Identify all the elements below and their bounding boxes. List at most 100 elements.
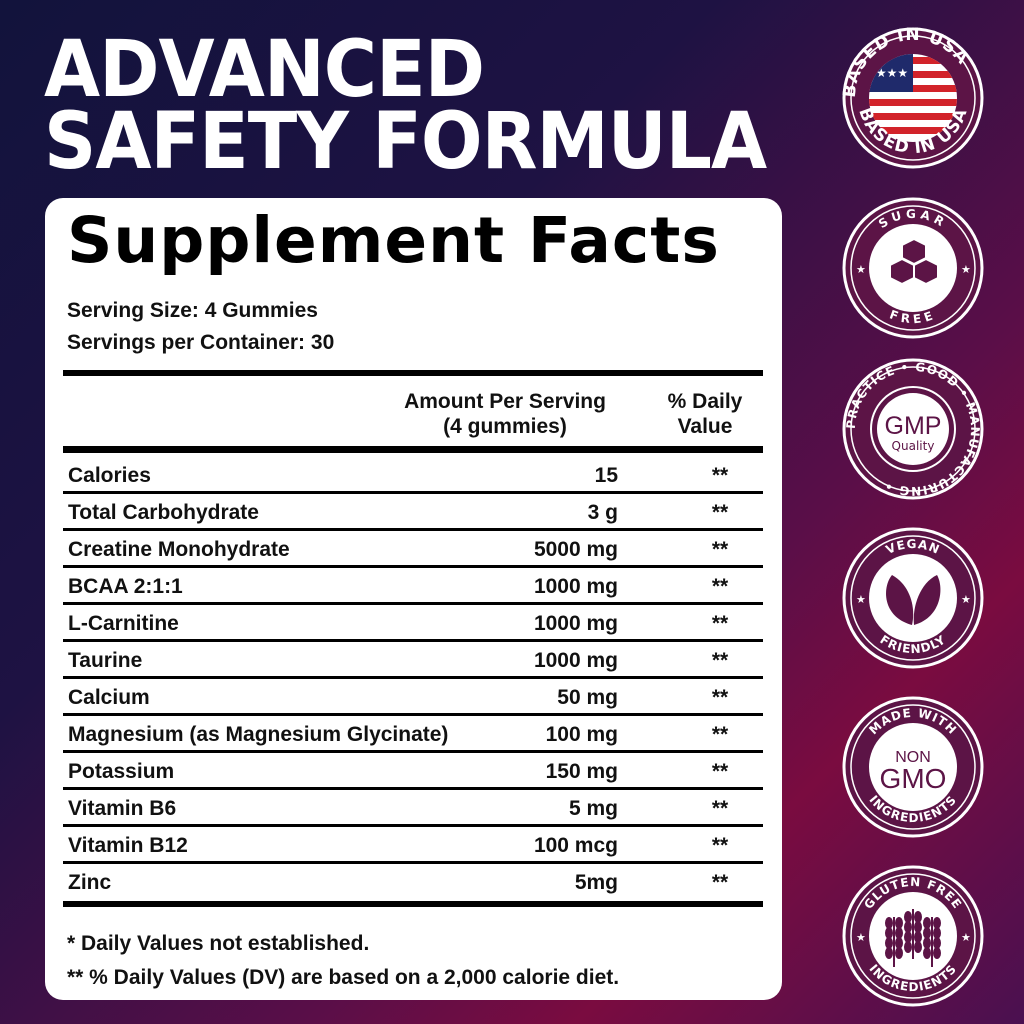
nutrient-dv: ** bbox=[711, 649, 729, 672]
row-divider bbox=[63, 713, 763, 716]
row-divider bbox=[63, 824, 763, 827]
nutrient-name: Creatine Monohydrate bbox=[68, 538, 290, 561]
row-divider bbox=[63, 676, 763, 679]
svg-text:★: ★ bbox=[856, 594, 866, 606]
svg-text:Quality: Quality bbox=[892, 439, 935, 453]
svg-text:★★★: ★★★ bbox=[876, 66, 908, 80]
nutrient-dv: ** bbox=[711, 464, 729, 487]
nutrient-row: Calories 15 ** bbox=[63, 457, 763, 494]
panel-title: Supplement Facts bbox=[67, 204, 720, 277]
amount-header-line1: Amount Per Serving bbox=[404, 390, 606, 413]
headline: ADVANCED SAFETY FORMULA bbox=[44, 25, 767, 187]
nutrient-dv: ** bbox=[711, 760, 729, 783]
svg-text:GMP: GMP bbox=[885, 412, 942, 440]
svg-text:★: ★ bbox=[961, 264, 971, 276]
row-divider bbox=[63, 750, 763, 753]
nutrient-dv: ** bbox=[711, 834, 729, 857]
svg-text:★: ★ bbox=[856, 932, 866, 944]
divider bbox=[63, 446, 763, 453]
nutrient-row: L-Carnitine 1000 mg ** bbox=[63, 605, 763, 642]
nutrient-name: Magnesium (as Magnesium Glycinate) bbox=[68, 723, 449, 746]
nutrient-amount: 1000 mg bbox=[533, 649, 618, 672]
amount-header: Amount Per Serving (4 gummies) bbox=[385, 389, 625, 439]
servings-per-container: Servings per Container: 30 bbox=[67, 331, 335, 354]
svg-text:GMO: GMO bbox=[880, 763, 947, 794]
nutrient-amount: 100 mg bbox=[545, 723, 618, 746]
nutrient-amount: 5mg bbox=[574, 871, 618, 894]
nutrient-amount: 3 g bbox=[587, 501, 618, 524]
nutrient-row: Vitamin B12 100 mcg ** bbox=[63, 827, 763, 864]
headline-line-2: SAFETY FORMULA bbox=[44, 97, 767, 187]
nutrient-name: BCAA 2:1:1 bbox=[68, 575, 183, 598]
nutrient-name: Taurine bbox=[68, 649, 143, 672]
row-divider bbox=[63, 787, 763, 790]
nutrient-row: Potassium 150 mg ** bbox=[63, 753, 763, 790]
nutrient-name: Calcium bbox=[68, 686, 150, 709]
leaf-icon bbox=[869, 554, 957, 642]
row-divider bbox=[63, 528, 763, 531]
nutrient-row: Total Carbohydrate 3 g ** bbox=[63, 494, 763, 531]
nutrient-amount: 15 bbox=[594, 464, 618, 487]
nutrient-name: L-Carnitine bbox=[68, 612, 179, 635]
svg-text:★: ★ bbox=[856, 264, 866, 276]
row-divider bbox=[63, 602, 763, 605]
dv-header: % Daily Value bbox=[645, 389, 765, 439]
nutrient-row: Creatine Monohydrate 5000 mg ** bbox=[63, 531, 763, 568]
nutrient-row: Magnesium (as Magnesium Glycinate) 100 m… bbox=[63, 716, 763, 753]
svg-text:NON: NON bbox=[895, 749, 931, 766]
nutrient-name: Vitamin B12 bbox=[68, 834, 188, 857]
headline-line-1: ADVANCED bbox=[44, 25, 485, 115]
row-divider bbox=[63, 565, 763, 568]
serving-size: Serving Size: 4 Gummies bbox=[67, 299, 318, 322]
nutrient-row: Vitamin B6 5 mg ** bbox=[63, 790, 763, 827]
nutrient-amount: 5 mg bbox=[568, 797, 618, 820]
supplement-facts-panel: Supplement Facts Serving Size: 4 Gummies… bbox=[45, 198, 782, 1000]
nutrient-amount: 100 mcg bbox=[533, 834, 618, 857]
footnote-2: ** % Daily Values (DV) are based on a 2,… bbox=[67, 966, 620, 989]
nutrient-dv: ** bbox=[711, 871, 729, 894]
nutrient-amount: 5000 mg bbox=[533, 538, 618, 561]
nutrient-amount: 150 mg bbox=[545, 760, 618, 783]
badge-top-text: VEGAN bbox=[884, 537, 942, 557]
dv-header-line1: % Daily bbox=[667, 390, 743, 413]
nutrient-row: BCAA 2:1:1 1000 mg ** bbox=[63, 568, 763, 605]
nutrient-row: Zinc 5mg ** bbox=[63, 864, 763, 901]
row-divider bbox=[63, 491, 763, 494]
nutrient-dv: ** bbox=[711, 575, 729, 598]
svg-text:★: ★ bbox=[961, 594, 971, 606]
nutrient-name: Potassium bbox=[68, 760, 175, 783]
nutrient-name: Zinc bbox=[68, 871, 112, 894]
row-divider bbox=[63, 861, 763, 864]
sugar-cubes-icon bbox=[869, 224, 957, 312]
nutrient-dv: ** bbox=[711, 538, 729, 561]
wheat-icon bbox=[869, 892, 957, 980]
nutrient-name: Vitamin B6 bbox=[68, 797, 177, 820]
row-divider bbox=[63, 639, 763, 642]
divider bbox=[63, 370, 763, 376]
nutrient-dv: ** bbox=[711, 501, 729, 524]
badge-bottom-text: FREE bbox=[888, 307, 938, 326]
divider bbox=[63, 901, 763, 907]
nutrient-dv: ** bbox=[711, 612, 729, 635]
nutrient-dv: ** bbox=[711, 686, 729, 709]
nutrient-amount: 50 mg bbox=[557, 686, 618, 709]
nutrient-row: Calcium 50 mg ** bbox=[63, 679, 763, 716]
dv-header-line2: Value bbox=[677, 415, 733, 438]
nutrient-name: Total Carbohydrate bbox=[68, 501, 259, 524]
nutrient-dv: ** bbox=[711, 797, 729, 820]
nutrient-row: Taurine 1000 mg ** bbox=[63, 642, 763, 679]
footnote-1: * Daily Values not established. bbox=[67, 932, 370, 955]
svg-text:★: ★ bbox=[961, 932, 971, 944]
nutrient-amount: 1000 mg bbox=[533, 575, 618, 598]
nutrient-name: Calories bbox=[68, 464, 151, 487]
amount-header-line2: (4 gummies) bbox=[443, 415, 567, 438]
nutrient-dv: ** bbox=[711, 723, 729, 746]
